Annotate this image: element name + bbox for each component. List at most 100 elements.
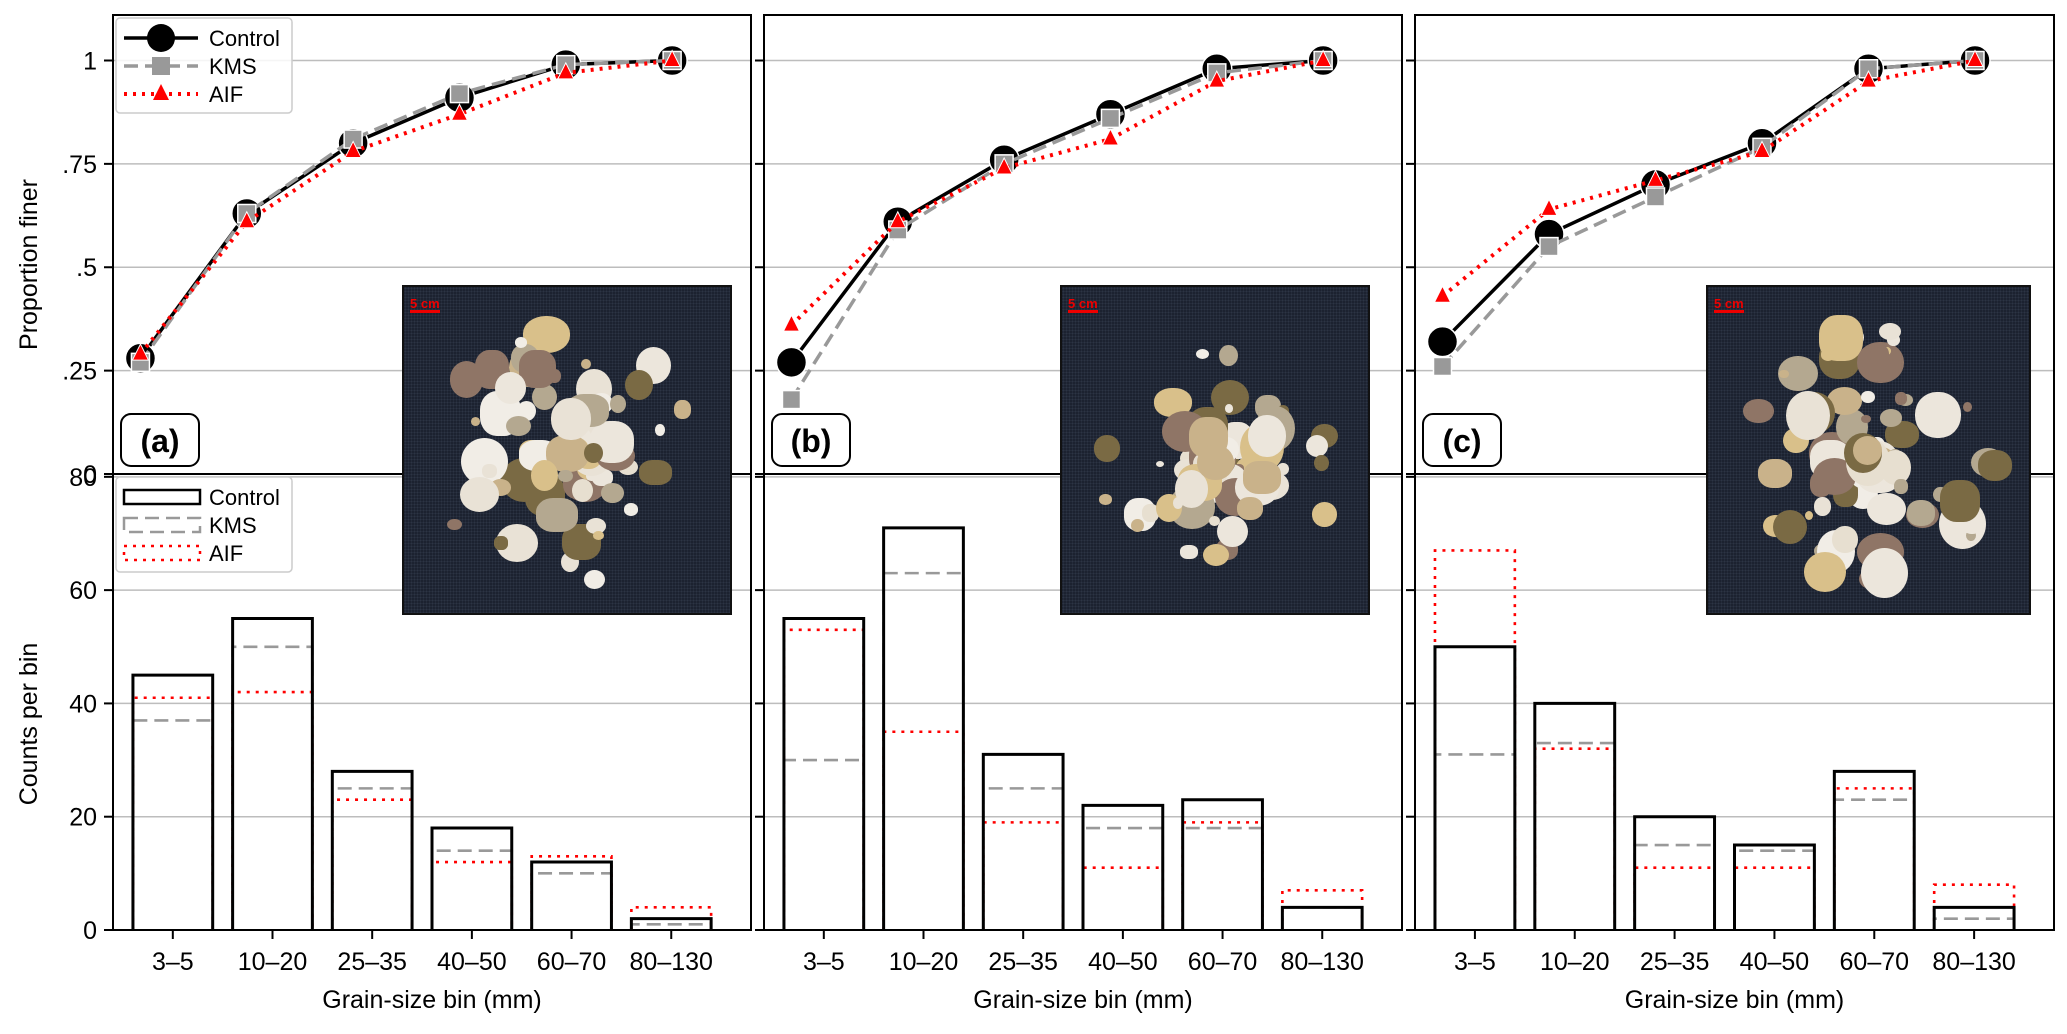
bar-control [782, 616, 866, 930]
legend-marker-square [152, 57, 170, 75]
marker-aif [1540, 198, 1558, 216]
marker-kms [449, 83, 470, 104]
pebble [481, 464, 497, 479]
pebble [654, 424, 665, 437]
x-tick-label: 60–70 [537, 948, 607, 976]
x-tick-label: 25–35 [337, 948, 407, 976]
pebble [1236, 496, 1264, 520]
pebble [610, 394, 627, 414]
scale-bar-label: 5 cm [1068, 296, 1098, 313]
panel-label: (a) [140, 423, 179, 459]
pebble [495, 372, 527, 404]
marker-aif [1753, 140, 1771, 158]
legend-patch-control [122, 488, 202, 506]
pebble [1895, 392, 1908, 406]
x-tick-label: 60–70 [1840, 948, 1910, 976]
pebble [581, 358, 592, 370]
pebble [585, 517, 606, 534]
bar-control [1832, 769, 1916, 930]
legend-frame [115, 476, 293, 573]
pebble [674, 399, 692, 419]
bar-control [1533, 701, 1617, 930]
x-tick-label: 3–5 [803, 948, 845, 976]
count-panel-0: 0 20 40 60 80 3–5 10–20 25–35 40–50 60–70 80–130 Gr… [69, 464, 752, 1014]
pebble [531, 383, 558, 410]
panel-label: (b) [791, 423, 832, 459]
bar-control [231, 616, 314, 930]
y-tick-label: .25 [62, 358, 97, 386]
marker-aif [1859, 70, 1878, 88]
pebble [1172, 497, 1183, 509]
pebble [585, 470, 597, 482]
pebble [514, 336, 528, 348]
marker-aif [237, 210, 256, 229]
y-tick-label: .5 [76, 254, 97, 282]
bar-kms [231, 645, 314, 930]
bar-control [430, 826, 514, 930]
bar-control [1633, 815, 1717, 930]
pebble [1867, 492, 1906, 525]
bar-control [1081, 803, 1165, 930]
bar-aif [1081, 866, 1165, 930]
scale-bar-label: 5 cm [410, 296, 440, 313]
bar-kms [1932, 917, 2016, 930]
bar-aif [331, 798, 414, 930]
pebble [1131, 518, 1145, 533]
bar-kms [1181, 826, 1264, 930]
pebble [449, 361, 484, 398]
panel-label-box [120, 413, 200, 467]
x-tick-label: 80–130 [1932, 948, 2015, 976]
pebble [639, 459, 672, 486]
x-tick-label: 40–50 [437, 948, 507, 976]
bar-control [629, 917, 713, 930]
x-tick-label: 3–5 [1454, 948, 1496, 976]
marker-control [775, 346, 808, 379]
pebble [493, 536, 509, 550]
marker-aif [995, 156, 1013, 175]
legend-patch-kms [122, 516, 202, 534]
bar-kms [1833, 798, 1916, 930]
panel-label-box [1422, 413, 1502, 467]
pebble [1313, 454, 1329, 472]
pebble [1277, 463, 1289, 476]
pebble [1966, 530, 1977, 542]
marker-kms [1432, 356, 1453, 377]
pebble [1217, 515, 1249, 547]
pebble [1242, 460, 1282, 494]
cdf-panel-2: (c) [1406, 14, 2055, 475]
bar-aif [1533, 747, 1616, 930]
x-tick-label: 10–20 [889, 948, 959, 976]
pebble [1174, 470, 1209, 508]
pebble [1093, 435, 1121, 463]
count-panel-1: 3–5 10–20 25–35 40–50 60–70 80–130 Grain-size … [755, 473, 1403, 1014]
bottom-y-axis-label: Counts per bin [15, 643, 43, 806]
pebble [1247, 415, 1286, 458]
marker-kms [1645, 187, 1666, 207]
bar-kms [1633, 843, 1716, 930]
marker-aif [1207, 70, 1226, 88]
y-tick-label: 80 [69, 464, 97, 492]
bar-kms [982, 787, 1065, 930]
bar-aif [1433, 549, 1517, 930]
pebble [1196, 348, 1210, 359]
pebble [1192, 504, 1205, 517]
pebble [1209, 516, 1220, 527]
pebble [1786, 391, 1830, 441]
bar-kms [131, 719, 214, 930]
x-axis-label: Grain-size bin (mm) [1625, 986, 1844, 1014]
x-tick-label: 3–5 [152, 948, 194, 976]
top-y-axis-label: Proportion finer [15, 179, 43, 350]
pebble [583, 569, 605, 590]
pebble [1742, 398, 1775, 424]
panel-label-box [771, 413, 851, 467]
pebble [1915, 391, 1961, 439]
legend-patch-aif [122, 544, 202, 562]
bar-aif [430, 860, 514, 930]
pebble [1977, 450, 2013, 481]
legend-label: Control [209, 485, 280, 510]
bar-aif [882, 730, 965, 930]
x-axis-label: Grain-size bin (mm) [322, 986, 541, 1014]
bar-aif [1833, 787, 1916, 930]
pebble [1772, 510, 1807, 545]
pebble [1778, 369, 1789, 379]
